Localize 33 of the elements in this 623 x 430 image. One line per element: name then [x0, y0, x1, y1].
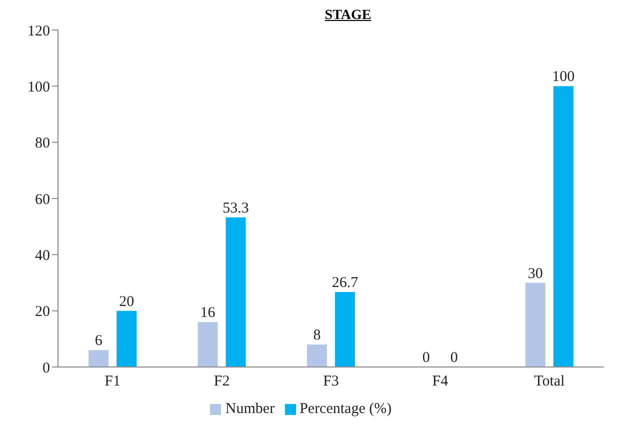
bar	[88, 350, 109, 367]
x-tick-label: F2	[214, 374, 230, 390]
y-tick-label: 40	[35, 248, 50, 264]
data-label: 100	[552, 69, 575, 86]
x-tick-label: F4	[432, 374, 449, 390]
x-tick-label: Total	[534, 374, 565, 390]
bar	[226, 217, 246, 367]
bar	[198, 322, 218, 367]
bar	[334, 292, 355, 367]
data-label: 53.3	[222, 200, 249, 216]
data-label: 0	[422, 350, 430, 366]
bar	[525, 282, 546, 367]
legend-label: Percentage (%)	[300, 401, 392, 417]
data-label: 16	[200, 305, 216, 322]
x-tick-label: F1	[104, 374, 121, 390]
y-tick-label: 60	[35, 192, 50, 208]
data-label: 6	[94, 333, 103, 350]
y-tick-label: 120	[28, 23, 50, 40]
legend-label: Number	[225, 401, 275, 417]
bar	[553, 86, 574, 367]
data-label: 26.7	[332, 275, 359, 292]
data-label: 30	[528, 266, 543, 282]
chart-title: STAGE	[324, 8, 372, 24]
x-tick-label: F3	[323, 374, 339, 390]
y-tick-label: 80	[35, 136, 50, 152]
data-label: 0	[450, 350, 458, 366]
bar	[306, 344, 327, 367]
data-label: 20	[119, 294, 134, 310]
y-tick-label: 20	[35, 304, 50, 320]
bar	[116, 310, 137, 367]
y-tick-label: 100	[28, 79, 50, 96]
y-tick-label: 0	[42, 360, 50, 376]
data-label: 8	[313, 328, 321, 344]
